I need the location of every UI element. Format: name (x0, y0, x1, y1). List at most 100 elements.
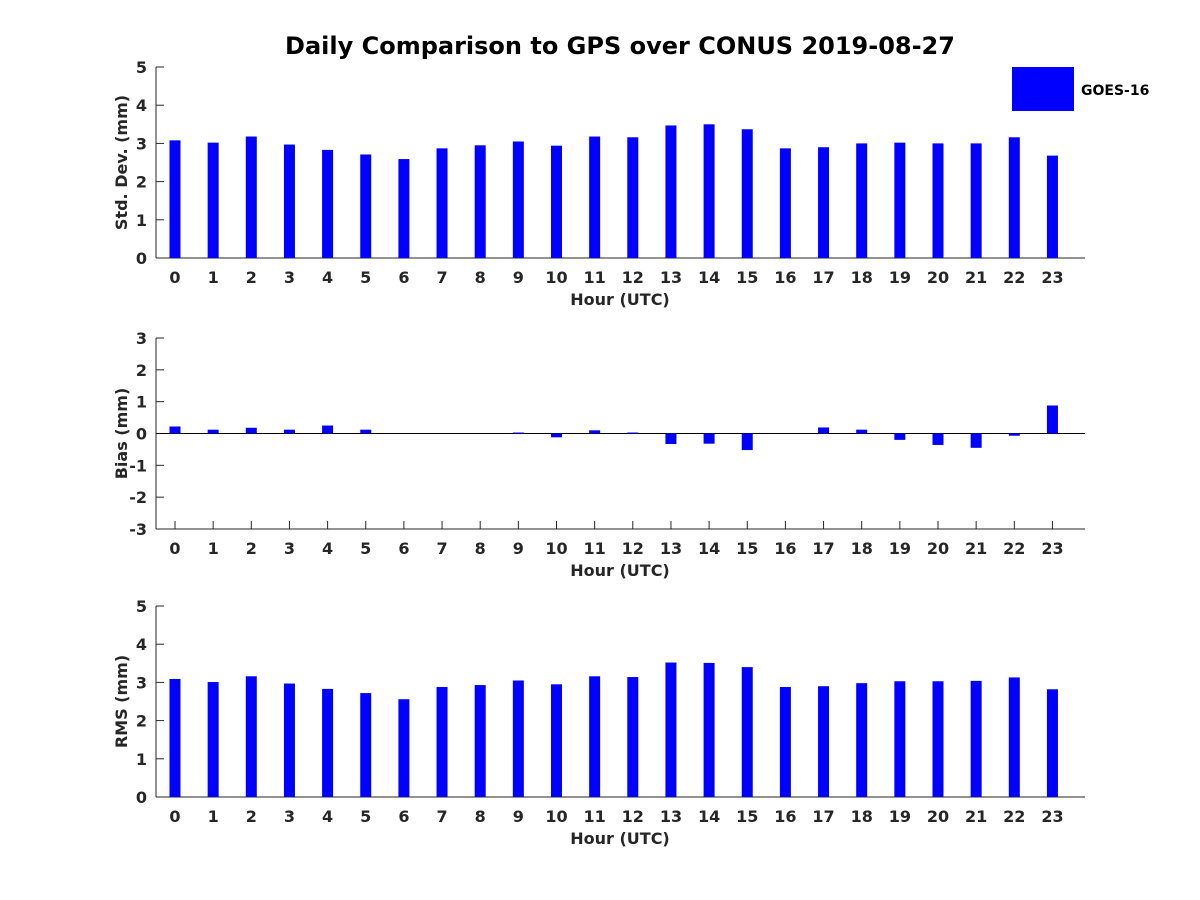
x-tick-label: 23 (1041, 807, 1063, 826)
x-tick-label: 10 (545, 268, 567, 287)
bar-rms (169, 678, 181, 797)
bar-rms (856, 683, 868, 797)
bar-std-dev (703, 124, 715, 258)
bar-bias (627, 432, 639, 434)
bar-bias (703, 433, 715, 444)
x-tick-label: 19 (889, 807, 911, 826)
bar-std-dev (932, 143, 944, 258)
x-tick-label: 9 (513, 539, 524, 558)
bar-std-dev (551, 145, 562, 258)
y-tick-label: 2 (136, 361, 147, 380)
x-tick-label: 11 (584, 807, 606, 826)
legend-label: GOES-16 (1081, 83, 1149, 99)
x-tick-label: 17 (812, 807, 834, 826)
bar-std-dev (474, 145, 486, 258)
y-tick-label: 0 (136, 425, 147, 444)
x-tick-label: 14 (698, 807, 720, 826)
x-tick-label: 0 (169, 539, 180, 558)
y-tick-label: 4 (136, 96, 147, 115)
x-tick-label: 16 (774, 539, 796, 558)
bar-rms (1008, 677, 1020, 797)
bar-bias (932, 433, 944, 445)
bar-rms (1046, 689, 1058, 797)
x-tick-label: 22 (1003, 539, 1025, 558)
x-tick-label: 15 (736, 539, 758, 558)
x-tick-label: 8 (475, 268, 486, 287)
bar-std-dev (322, 149, 334, 258)
bar-rms (207, 682, 219, 797)
y-axis-label: Bias (mm) (112, 388, 131, 480)
x-tick-label: 11 (584, 268, 606, 287)
x-tick-label: 7 (436, 268, 447, 287)
x-tick-label: 6 (398, 539, 409, 558)
x-tick-label: 9 (513, 807, 524, 826)
bar-rms (245, 676, 257, 797)
bar-std-dev (627, 137, 639, 258)
x-tick-label: 8 (475, 539, 486, 558)
bar-std-dev (741, 129, 753, 258)
bar-bias (589, 430, 601, 434)
x-tick-label: 1 (208, 268, 219, 287)
bar-bias (856, 429, 868, 434)
bar-bias (1008, 433, 1020, 436)
x-axis-label: Hour (UTC) (570, 829, 670, 848)
x-tick-label: 9 (513, 268, 524, 287)
x-tick-label: 7 (436, 539, 447, 558)
x-tick-label: 11 (584, 539, 606, 558)
y-tick-label: 2 (136, 712, 147, 731)
bar-std-dev (589, 136, 601, 258)
x-tick-label: 21 (965, 539, 987, 558)
x-tick-label: 0 (169, 268, 180, 287)
bar-std-dev (207, 142, 219, 258)
y-tick-label: -3 (129, 520, 147, 539)
x-tick-label: 20 (927, 539, 949, 558)
bar-bias (169, 426, 181, 434)
bar-bias (283, 429, 295, 434)
y-tick-label: -1 (129, 456, 147, 475)
chart-title: Daily Comparison to GPS over CONUS 2019-… (285, 32, 955, 60)
bar-std-dev (818, 147, 830, 258)
x-tick-label: 12 (622, 807, 644, 826)
bar-rms (283, 683, 295, 797)
y-tick-label: 2 (136, 173, 147, 192)
x-tick-label: 13 (660, 807, 682, 826)
y-axis-label: RMS (mm) (112, 655, 131, 748)
bar-std-dev (665, 125, 677, 258)
bar-std-dev (436, 148, 448, 258)
y-axis-label: Std. Dev. (mm) (112, 95, 131, 230)
bar-bias (322, 425, 334, 434)
y-tick-label: 5 (136, 597, 147, 616)
x-tick-label: 16 (774, 807, 796, 826)
bar-rms (741, 667, 753, 797)
y-tick-label: 3 (136, 673, 147, 692)
x-tick-label: 15 (736, 807, 758, 826)
x-tick-label: 10 (545, 539, 567, 558)
bar-rms (512, 680, 524, 797)
bar-bias (512, 432, 524, 434)
bar-rms (970, 680, 982, 797)
x-tick-label: 2 (246, 807, 257, 826)
x-tick-label: 0 (169, 807, 180, 826)
y-tick-label: -2 (129, 488, 147, 507)
legend-swatch (1012, 67, 1074, 111)
x-tick-label: 2 (246, 539, 257, 558)
bar-bias (551, 433, 562, 438)
y-tick-label: 4 (136, 635, 147, 654)
bar-std-dev (283, 144, 295, 258)
bar-rms (703, 662, 715, 797)
bar-std-dev (398, 159, 410, 258)
bar-std-dev (512, 141, 524, 258)
x-tick-label: 12 (622, 539, 644, 558)
x-tick-label: 1 (208, 807, 219, 826)
bar-rms (894, 681, 906, 797)
y-tick-label: 1 (136, 211, 147, 230)
x-tick-label: 21 (965, 268, 987, 287)
x-tick-label: 7 (436, 807, 447, 826)
y-tick-label: 0 (136, 788, 147, 807)
bar-rms (436, 686, 448, 797)
bar-std-dev (245, 136, 257, 258)
x-tick-label: 3 (284, 539, 295, 558)
bar-rms (322, 688, 334, 797)
